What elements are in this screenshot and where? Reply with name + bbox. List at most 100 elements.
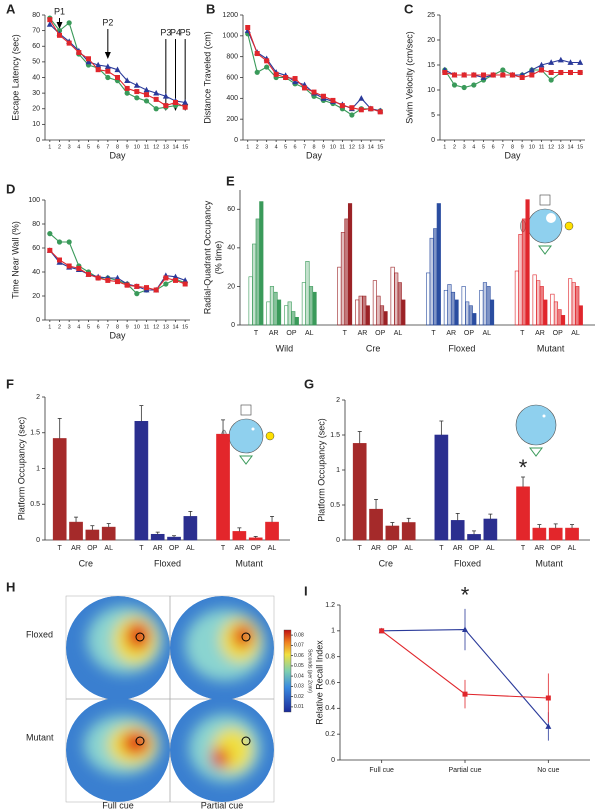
marker (577, 59, 584, 65)
x-tick-label: Partial cue (448, 767, 481, 774)
x-tick-label: 7 (501, 144, 504, 150)
x-tick-label: T (58, 545, 63, 552)
bar (276, 299, 282, 326)
y-tick-label: 50 (32, 59, 40, 66)
bar (486, 286, 491, 326)
bar (571, 282, 576, 326)
y-tick-label: 0 (431, 137, 435, 144)
marker (47, 231, 53, 237)
y-tick-label: 20 (227, 283, 235, 290)
bar (560, 315, 566, 326)
y-tick-label: 100 (28, 197, 40, 204)
y-tick-label: 200 (226, 116, 238, 123)
marker (283, 75, 289, 80)
y-tick-label: 10 (32, 121, 40, 128)
x-tick-label: AR (358, 330, 368, 337)
marker (358, 107, 364, 113)
marker (500, 72, 506, 78)
marker (548, 59, 555, 65)
panel-label: D (6, 181, 15, 196)
marker (47, 247, 53, 253)
y-tick-label: 40 (227, 245, 235, 252)
marker (320, 93, 326, 99)
y-axis-label: Platform Occupancy (sec) (316, 418, 326, 522)
bar (266, 301, 271, 326)
x-tick-label: T (254, 330, 259, 337)
group-label: Mutant (537, 343, 565, 353)
x-tick-label: 9 (322, 144, 325, 150)
x-tick-label: 14 (172, 144, 178, 150)
x-tick-label: AL (571, 330, 580, 337)
marker (500, 67, 506, 73)
bar (284, 305, 289, 326)
x-tick-label: 10 (529, 144, 535, 150)
bar (461, 286, 466, 326)
bar (347, 203, 353, 326)
bar (557, 309, 562, 326)
bar (248, 276, 253, 326)
x-tick-label: OP (169, 545, 179, 552)
marker (528, 66, 535, 73)
y-tick-label: 20 (32, 293, 40, 300)
bar (252, 243, 257, 326)
x-tick-label: 9 (126, 324, 129, 330)
colorbar-tick-label: 0.01 (294, 704, 304, 710)
colorbar-tick-label: 0.02 (294, 694, 304, 700)
marker (339, 103, 345, 109)
bar (337, 266, 342, 326)
y-tick-label: 0 (331, 757, 335, 764)
x-tick-label: AR (453, 545, 463, 552)
bar (85, 529, 100, 541)
series-line (247, 33, 381, 116)
significance-star: * (461, 583, 470, 608)
bar (216, 433, 230, 541)
bar (287, 301, 292, 326)
annotation: P1 (54, 6, 65, 16)
x-tick-label: OP (87, 545, 97, 552)
y-tick-label: 25 (427, 12, 435, 19)
bar (379, 305, 385, 326)
marker (153, 96, 159, 102)
x-tick-label: 2 (453, 144, 456, 150)
marker (124, 90, 130, 96)
x-tick-label: 6 (294, 144, 297, 150)
x-tick-label: AL (568, 545, 577, 552)
marker (451, 82, 458, 88)
marker (104, 63, 111, 69)
bar (521, 218, 527, 326)
bar (69, 521, 83, 541)
y-tick-label: 10 (427, 87, 435, 94)
marker (95, 275, 101, 281)
panel-label: F (6, 376, 14, 391)
marker (292, 78, 299, 85)
bar (232, 531, 247, 541)
colorbar-label: Seconds (per 2cm²) (307, 649, 313, 693)
x-tick-label: 3 (68, 144, 71, 150)
bar (578, 305, 583, 326)
group-label: Floxed (154, 558, 181, 568)
colorbar-tick-label: 0.06 (294, 653, 304, 659)
marker (539, 67, 544, 73)
x-tick-label: OP (553, 330, 563, 337)
x-tick-label: 4 (275, 144, 278, 150)
bar (369, 508, 383, 541)
x-tick-label: OP (469, 545, 479, 552)
bar (365, 305, 370, 326)
marker (66, 239, 72, 245)
x-tick-label: 8 (312, 144, 315, 150)
x-tick-label: 9 (521, 144, 524, 150)
y-tick-label: 0 (36, 317, 40, 324)
bar (167, 536, 181, 541)
bar (550, 293, 555, 326)
x-tick-label: 11 (539, 144, 545, 150)
marker (124, 77, 131, 84)
x-tick-label: AR (153, 545, 163, 552)
marker (115, 75, 120, 80)
x-tick-label: OP (464, 330, 474, 337)
bar (385, 525, 400, 541)
marker (46, 21, 53, 27)
x-tick-label: 9 (126, 144, 129, 150)
y-tick-label: 1.5 (330, 432, 340, 439)
x-tick-label: AL (404, 545, 413, 552)
panel-label: H (6, 579, 15, 594)
